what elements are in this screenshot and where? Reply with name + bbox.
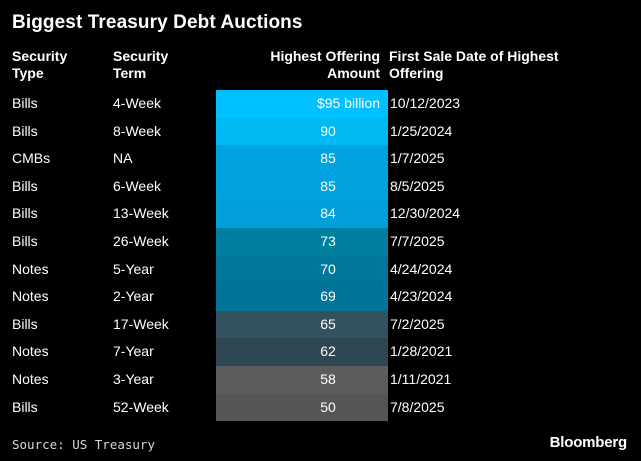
security-term-cell: 2-Year xyxy=(113,288,154,305)
table-row: Notes 2-Year 69 4/23/2024 xyxy=(0,283,641,311)
amount-cell: $95 billion xyxy=(216,90,388,118)
table-row: Notes 5-Year 70 4/24/2024 xyxy=(0,255,641,284)
security-term-cell: 7-Year xyxy=(113,343,154,360)
header-security-term: Security Term xyxy=(113,48,169,81)
table-row: Bills 13-Week 84 12/30/2024 xyxy=(0,200,641,228)
security-type-cell: CMBs xyxy=(12,150,51,167)
security-term-cell: 26-Week xyxy=(113,232,169,249)
first-sale-date-cell: 12/30/2024 xyxy=(390,205,461,222)
amount-cell: 62 xyxy=(216,338,388,366)
security-type-cell: Bills xyxy=(12,315,38,332)
table-row: Bills 6-Week 85 8/5/2025 xyxy=(0,172,641,201)
header-first-sale-date: First Sale Date of Highest Offering xyxy=(389,48,559,81)
security-type-cell: Notes xyxy=(12,260,49,277)
security-type-cell: Bills xyxy=(12,177,38,194)
security-type-cell: Notes xyxy=(12,343,49,360)
amount-cell: 85 xyxy=(216,145,388,173)
first-sale-date-cell: 1/7/2025 xyxy=(390,150,445,167)
security-term-cell: 52-Week xyxy=(113,398,169,415)
amount-cell: 84 xyxy=(216,200,388,228)
first-sale-date-cell: 7/2/2025 xyxy=(390,315,445,332)
amount-cell: 85 xyxy=(216,172,388,201)
first-sale-date-cell: 10/12/2023 xyxy=(390,95,461,111)
security-term-cell: 13-Week xyxy=(113,205,169,222)
first-sale-date-cell: 1/25/2024 xyxy=(390,122,453,139)
bloomberg-logo: Bloomberg xyxy=(549,434,628,451)
table-body: Bills 4-Week $95 billion 10/12/2023 Bills 8-W… xyxy=(0,90,641,422)
amount-cell: 73 xyxy=(216,227,388,256)
security-term-cell: 8-Week xyxy=(113,122,161,139)
first-sale-date-cell: 4/23/2024 xyxy=(390,288,453,305)
security-type-cell: Notes xyxy=(12,288,49,305)
chart-title: Biggest Treasury Debt Auctions xyxy=(12,12,303,33)
amount-cell: 70 xyxy=(216,255,388,284)
security-term-cell: NA xyxy=(113,150,133,167)
table-row: Notes 7-Year 62 1/28/2021 xyxy=(0,338,641,366)
table-row: Bills 17-Week 65 7/2/2025 xyxy=(0,310,641,339)
first-sale-date-cell: 8/5/2025 xyxy=(390,177,445,194)
amount-cell: 58 xyxy=(216,365,388,394)
first-sale-date-cell: 4/24/2024 xyxy=(390,260,453,277)
first-sale-date-cell: 7/8/2025 xyxy=(390,398,445,415)
security-type-cell: Bills xyxy=(12,122,38,139)
security-term-cell: 3-Year xyxy=(113,370,154,387)
first-sale-date-cell: 7/7/2025 xyxy=(390,232,445,249)
header-highest-offering-amount: Highest Offering Amount xyxy=(270,48,380,81)
security-term-cell: 4-Week xyxy=(113,95,161,111)
table-row: Bills 4-Week $95 billion 10/12/2023 xyxy=(0,90,641,118)
amount-cell: 90 xyxy=(216,117,388,146)
security-type-cell: Bills xyxy=(12,205,38,222)
first-sale-date-cell: 1/28/2021 xyxy=(390,343,453,360)
table-row: Notes 3-Year 58 1/11/2021 xyxy=(0,365,641,394)
security-term-cell: 6-Week xyxy=(113,177,161,194)
amount-cell: 50 xyxy=(216,393,388,422)
header-security-type: Security Type xyxy=(12,48,68,81)
security-type-cell: Bills xyxy=(12,95,38,111)
amount-cell: 69 xyxy=(216,283,388,311)
security-type-cell: Notes xyxy=(12,370,49,387)
table-row: CMBs NA 85 1/7/2025 xyxy=(0,145,641,173)
security-term-cell: 17-Week xyxy=(113,315,169,332)
amount-cell: 65 xyxy=(216,310,388,339)
table-row: Bills 52-Week 50 7/8/2025 xyxy=(0,393,641,422)
security-type-cell: Bills xyxy=(12,232,38,249)
security-term-cell: 5-Year xyxy=(113,260,154,277)
source-note: Source: US Treasury xyxy=(12,437,155,452)
first-sale-date-cell: 1/11/2021 xyxy=(390,370,452,387)
security-type-cell: Bills xyxy=(12,398,38,415)
table-row: Bills 8-Week 90 1/25/2024 xyxy=(0,117,641,146)
table-row: Bills 26-Week 73 7/7/2025 xyxy=(0,227,641,256)
